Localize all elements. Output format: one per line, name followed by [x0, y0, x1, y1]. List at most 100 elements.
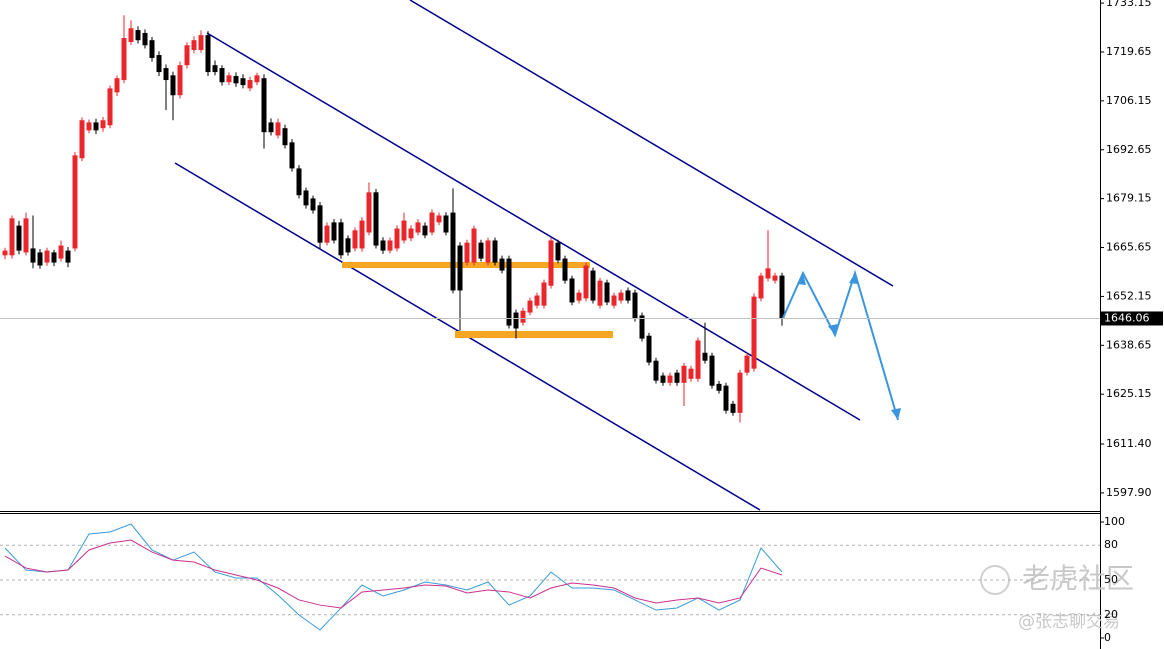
- candle-body: [205, 35, 211, 73]
- candle-body: [765, 268, 771, 279]
- candle-body: [324, 225, 330, 243]
- y-tick-label: 1665.65: [1106, 241, 1152, 254]
- candle-body: [618, 292, 624, 301]
- candle-body: [149, 40, 155, 58]
- y-tick-label: 80: [1104, 538, 1118, 551]
- candle-body: [44, 250, 50, 263]
- indicator-line: [4, 539, 783, 609]
- candle-body: [443, 215, 449, 233]
- candle-body: [436, 215, 442, 223]
- candle-body: [100, 120, 106, 129]
- candle-body: [597, 280, 603, 306]
- candle-body: [415, 222, 421, 233]
- candle-body: [65, 250, 71, 263]
- candle-body: [534, 295, 540, 306]
- candle-body: [401, 220, 407, 241]
- candle-body: [177, 65, 183, 96]
- candle-body: [653, 360, 659, 381]
- y-tick-label: 1733.15: [1106, 0, 1152, 9]
- candle-body: [170, 75, 176, 96]
- candle-body: [296, 168, 302, 196]
- candle-body: [457, 245, 463, 291]
- candle-body: [359, 220, 365, 249]
- candle-body: [751, 296, 757, 369]
- candle-body: [695, 340, 701, 379]
- candle-body: [121, 38, 127, 81]
- candle-body: [527, 300, 533, 313]
- candle-body: [289, 142, 295, 169]
- indicator-line: [4, 523, 783, 631]
- candle-body: [338, 222, 344, 256]
- candle-body: [37, 252, 43, 266]
- candle-body: [268, 122, 274, 133]
- candle-body: [513, 312, 519, 329]
- candle-body: [681, 365, 687, 383]
- arrow-head: [828, 324, 838, 335]
- candle-body: [331, 222, 337, 241]
- candle-body: [674, 372, 680, 383]
- candle-body: [233, 76, 239, 84]
- candle-body: [9, 218, 15, 256]
- y-tick-label: 1597.90: [1106, 486, 1152, 499]
- y-tick-label: 1611.40: [1106, 437, 1152, 450]
- candle-body: [779, 275, 785, 319]
- candle-body: [429, 212, 435, 233]
- candle-body: [107, 88, 113, 126]
- y-tick-label: 0: [1104, 631, 1111, 644]
- candle-body: [667, 375, 673, 383]
- candle-body: [30, 248, 36, 263]
- candle-body: [639, 315, 645, 339]
- candle-body: [184, 45, 190, 66]
- candle-body: [450, 212, 456, 291]
- candle-body: [163, 68, 169, 81]
- candle-body: [688, 368, 694, 379]
- candle-body: [275, 122, 281, 136]
- candle-body: [23, 218, 29, 253]
- candle-body: [541, 282, 547, 306]
- candle-body: [366, 192, 372, 233]
- arrow-head: [849, 273, 858, 284]
- candle-body: [93, 122, 99, 131]
- watermark-brand: 老虎社区: [1022, 562, 1134, 595]
- candle-body: [492, 240, 498, 263]
- y-tick-label: 1692.65: [1106, 143, 1152, 156]
- candle-body: [709, 355, 715, 386]
- watermark-author: @张志聊交易: [1018, 612, 1120, 632]
- candle-body: [51, 252, 57, 263]
- candle-body: [730, 403, 736, 413]
- candle-body: [114, 78, 120, 93]
- y-tick-label: 100: [1104, 515, 1125, 528]
- candle-body: [2, 250, 8, 256]
- candle-body: [632, 292, 638, 319]
- candle-body: [576, 292, 582, 301]
- candle-body: [464, 242, 470, 263]
- candle-body: [506, 258, 512, 326]
- candle-body: [135, 30, 141, 41]
- candle-body: [520, 310, 526, 323]
- arrow-head: [797, 273, 806, 285]
- candle-body: [317, 205, 323, 243]
- candle-body: [387, 240, 393, 251]
- current-price-label: 1646.06: [1104, 311, 1150, 324]
- candle-body: [72, 155, 78, 249]
- channel-middle: [206, 32, 861, 421]
- support-zone: [342, 262, 590, 268]
- candle-body: [79, 120, 85, 159]
- candle-body: [772, 275, 778, 281]
- candle-body: [758, 275, 764, 299]
- candle-body: [604, 282, 610, 303]
- candle-body: [569, 278, 575, 303]
- arrow-head: [891, 408, 901, 420]
- candle-body: [212, 65, 218, 73]
- candle-body: [282, 128, 288, 146]
- candle-body: [548, 240, 554, 286]
- candle-body: [611, 295, 617, 306]
- candle-body: [86, 122, 92, 131]
- candle-body: [660, 375, 666, 383]
- candle-body: [16, 225, 22, 251]
- candle-body: [716, 383, 722, 391]
- y-tick-label: 50: [1104, 573, 1118, 586]
